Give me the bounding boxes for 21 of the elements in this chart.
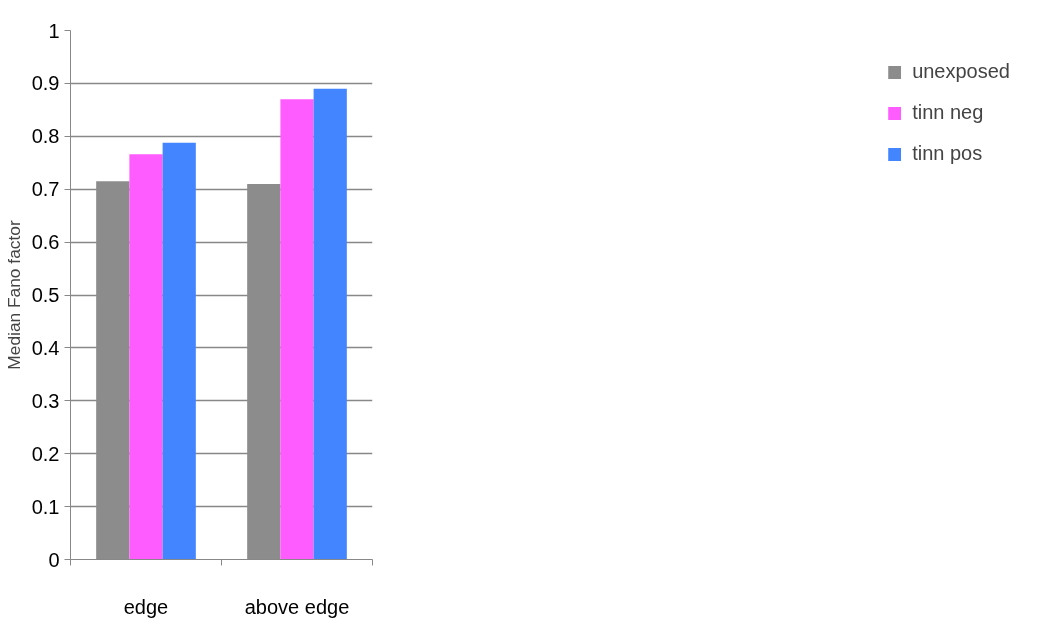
legend-label: tinn neg — [912, 101, 984, 124]
y-tick-label: 0.3 — [31, 389, 60, 412]
bar — [129, 154, 163, 560]
legend-label: unexposed — [912, 60, 1010, 83]
legend-label: tinn pos — [912, 142, 983, 165]
y-tick-label: 0.2 — [31, 442, 60, 465]
bar — [313, 88, 347, 560]
y-tick-label: 0.7 — [31, 178, 60, 201]
y-tick-label: 0.1 — [31, 495, 60, 518]
y-tick-label: 0 — [48, 548, 60, 571]
y-tick-label: 0.6 — [31, 231, 60, 254]
bar — [280, 99, 314, 560]
bar — [162, 142, 196, 560]
y-tick-label: 0.5 — [31, 284, 60, 306]
x-tick-label: edge — [123, 595, 169, 618]
y-tick-label: 0.4 — [31, 336, 60, 359]
y-axis-title: Median Fano factor — [3, 220, 24, 370]
y-tick-label: 0.8 — [31, 125, 60, 148]
y-tick-label: 1 — [48, 19, 60, 42]
y-tick-label: 0.9 — [31, 72, 60, 95]
x-tick-label: above edge — [244, 595, 350, 618]
